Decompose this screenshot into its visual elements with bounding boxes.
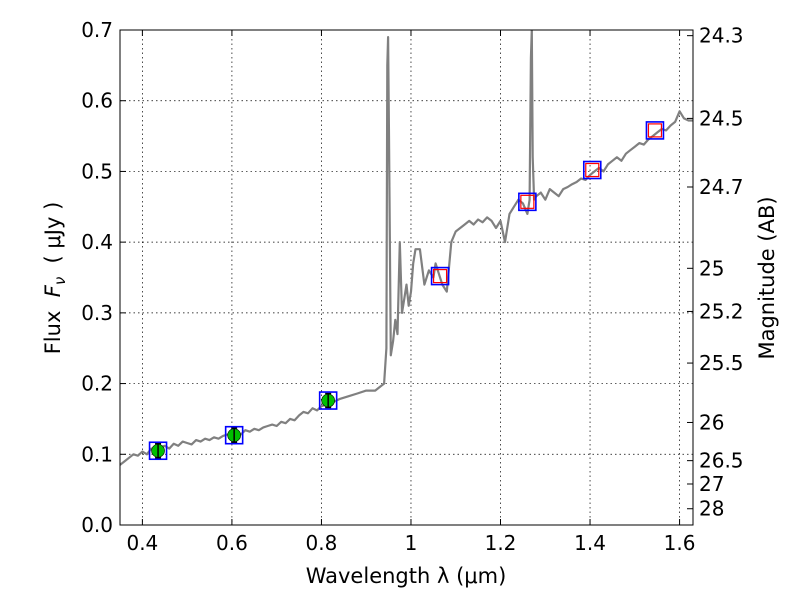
right-tick-label: 26.5 <box>699 449 744 473</box>
x-tick-label: 1 <box>405 531 418 555</box>
y-tick-label: 0.4 <box>81 230 113 254</box>
right-tick-label: 24.3 <box>699 24 744 48</box>
upper-limit-point <box>432 268 448 284</box>
right-tick-label: 27 <box>699 472 724 496</box>
spectrum-line <box>120 30 693 466</box>
right-tick-label: 25 <box>699 256 724 280</box>
photometry-points <box>148 121 665 461</box>
upper-limit-point <box>647 123 663 138</box>
y-axis-title: Flux Fν ( μJy ) <box>41 202 69 355</box>
x-tick-label: 1.6 <box>664 531 696 555</box>
model-point <box>318 391 338 410</box>
spectrum-layer <box>120 30 693 466</box>
right-tick-label: 25.2 <box>699 299 744 323</box>
y-tick-label: 0.7 <box>81 18 113 42</box>
grid <box>120 29 693 526</box>
y-axis-title-prefix: Flux <box>41 297 65 354</box>
y-tick-label: 0.1 <box>81 442 113 466</box>
upper-limit-point <box>585 162 600 178</box>
plot-frame <box>119 29 694 526</box>
y-axis-title-subscript: ν <box>51 277 69 285</box>
x-tick-label: 0.4 <box>126 531 158 555</box>
model-point <box>518 192 537 212</box>
y-tick-label: 0.3 <box>81 301 113 325</box>
y-axis-title-suffix: ( μJy ) <box>41 202 65 277</box>
y-axis-title-symbol: F <box>41 284 65 297</box>
x-tick-label: 1.4 <box>574 531 606 555</box>
model-point <box>148 441 168 461</box>
right-tick-label: 28 <box>699 497 724 521</box>
axis-ticks: 0.4 0.6 0.8 1 1.2 1.4 1.6 0.0 0.1 0.2 0.3 0.4 0.5 0.6… <box>81 18 743 555</box>
right-axis-title: Magnitude (AB) <box>755 196 779 359</box>
y-tick-label: 0.5 <box>81 159 113 183</box>
right-tick-label: 24.7 <box>699 175 744 199</box>
right-tick-label: 24.5 <box>699 106 744 130</box>
x-axis-title: Wavelength λ (μm) <box>306 564 507 588</box>
model-point <box>645 121 665 140</box>
y-tick-label: 0.2 <box>81 372 113 396</box>
model-point <box>582 160 602 180</box>
right-tick-label: 26 <box>699 410 724 434</box>
x-tick-label: 0.8 <box>306 531 338 555</box>
model-point <box>224 425 244 445</box>
right-tick-label: 25.5 <box>699 351 744 375</box>
model-point <box>430 266 450 286</box>
x-tick-label: 0.6 <box>216 531 248 555</box>
x-tick-label: 1.2 <box>485 531 517 555</box>
upper-limit-point <box>520 194 535 209</box>
y-tick-label: 0.0 <box>81 513 113 537</box>
y-tick-label: 0.6 <box>81 89 113 113</box>
